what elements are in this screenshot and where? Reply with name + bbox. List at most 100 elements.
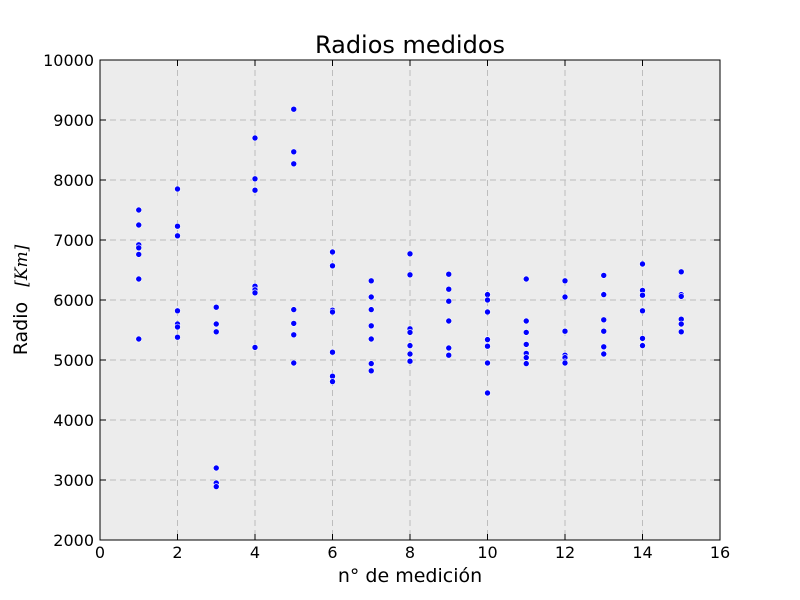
data-point (367, 322, 375, 330)
data-point (484, 336, 491, 343)
data-point (445, 317, 453, 325)
data-point (445, 351, 453, 359)
data-point (522, 317, 530, 325)
data-point (677, 328, 685, 336)
data-point (406, 342, 414, 349)
data-point (600, 343, 608, 351)
data-point (251, 344, 259, 351)
data-point (367, 277, 375, 285)
x-tick-label: 14 (632, 543, 652, 562)
tick-labels: 0 2 4 6 8 10 12 14 16 2000 3000 4000 5000 6000 7000 800… (43, 51, 730, 562)
data-point (212, 320, 220, 328)
data-point (135, 206, 143, 214)
data-point (329, 248, 336, 256)
data-point (251, 134, 259, 142)
y-axis-label-wrapper: Radio [Km] (10, 244, 32, 355)
data-point (522, 329, 530, 336)
data-point (677, 320, 685, 328)
data-point (600, 350, 608, 358)
y-axis-unit: [Km] (12, 244, 32, 286)
data-point (135, 251, 143, 258)
data-point (522, 275, 530, 283)
y-tick-label: 2000 (53, 531, 94, 550)
x-tick-label: 2 (172, 543, 182, 562)
data-point (445, 285, 453, 293)
data-point (484, 342, 491, 350)
x-axis-label: n° de medición (338, 565, 482, 587)
data-point (290, 359, 298, 367)
y-tick-label: 9000 (53, 111, 94, 130)
y-tick-label: 10000 (43, 51, 94, 70)
data-point (561, 327, 569, 335)
x-tick-label: 10 (477, 543, 497, 562)
data-point (522, 354, 530, 361)
y-tick-label: 4000 (53, 411, 94, 430)
data-point (212, 483, 220, 490)
data-point (484, 308, 491, 316)
data-point (406, 329, 414, 336)
data-point (600, 291, 608, 298)
x-tick-label: 12 (555, 543, 575, 562)
data-point (600, 316, 608, 324)
data-point (367, 335, 375, 343)
data-point (522, 360, 530, 367)
x-tick-label: 0 (95, 543, 105, 562)
data-point (251, 186, 259, 194)
data-point (367, 293, 375, 301)
data-point (639, 307, 646, 315)
y-axis-label: Radio (10, 302, 32, 355)
y-tick-label: 3000 (53, 471, 94, 490)
data-point (484, 296, 491, 304)
data-point (290, 306, 298, 313)
y-tick-label: 8000 (53, 171, 94, 190)
data-point (406, 357, 414, 365)
data-point (135, 335, 143, 343)
data-point (290, 320, 298, 327)
data-point (212, 464, 220, 472)
data-point (290, 105, 298, 113)
data-point (329, 308, 336, 316)
data-point (600, 327, 608, 335)
data-point (639, 335, 646, 342)
data-point (367, 367, 375, 375)
data-point (639, 260, 646, 268)
data-point (174, 222, 181, 230)
data-point (367, 306, 375, 313)
data-point (639, 342, 646, 349)
y-tick-label: 5000 (53, 351, 94, 370)
data-point (135, 244, 143, 252)
data-point (561, 359, 569, 367)
data-point (290, 160, 298, 168)
data-point (290, 331, 298, 339)
data-point (561, 293, 569, 301)
x-tick-label: 8 (405, 543, 415, 562)
data-point (677, 268, 685, 276)
data-point (212, 303, 220, 311)
data-point (600, 272, 608, 279)
data-point (677, 293, 685, 300)
data-point (174, 307, 181, 315)
data-point (174, 232, 181, 240)
grid-lines (100, 60, 720, 540)
data-point (406, 271, 414, 279)
data-point (445, 344, 453, 352)
data-point (406, 350, 414, 358)
data-point (174, 323, 181, 331)
x-tick-label: 4 (250, 543, 260, 562)
x-tick-label: 6 (327, 543, 337, 562)
data-point (367, 360, 375, 367)
data-point (406, 250, 414, 258)
data-point (561, 277, 569, 285)
chart-title: Radios medidos (315, 31, 505, 59)
data-point (290, 148, 298, 156)
data-point (329, 348, 336, 356)
data-point (329, 378, 336, 385)
data-point (329, 262, 336, 270)
y-axis-label-group: Radio [Km] (10, 244, 32, 355)
data-point (174, 333, 181, 341)
data-point (484, 389, 491, 397)
data-point (135, 221, 143, 229)
data-point (484, 359, 491, 367)
data-point (639, 291, 646, 299)
